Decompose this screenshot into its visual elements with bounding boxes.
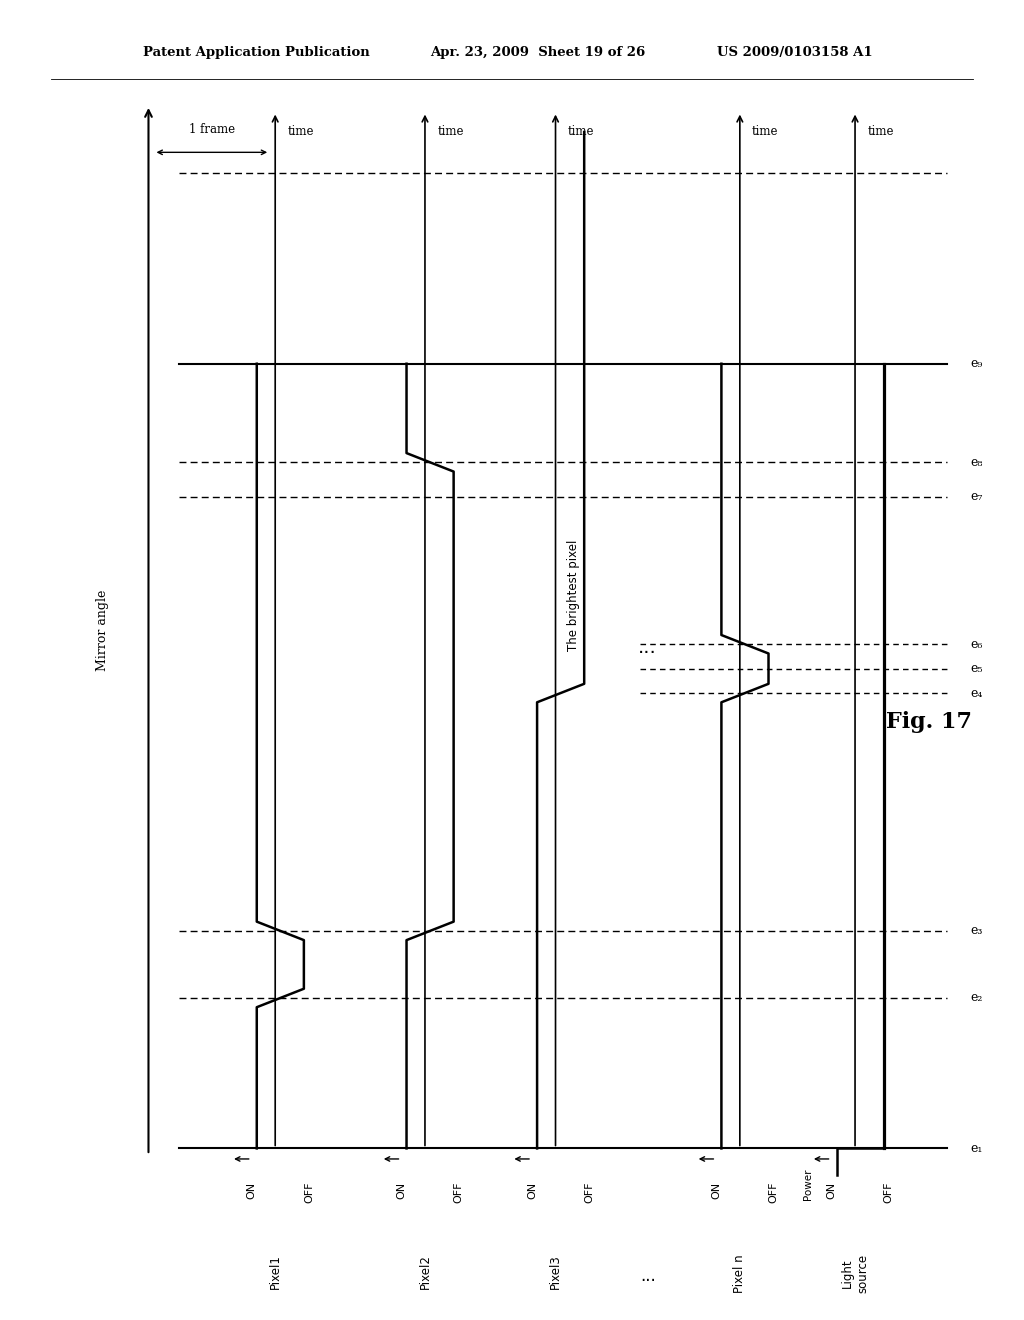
Text: e₈: e₈ [971, 455, 983, 469]
Text: Power: Power [803, 1168, 813, 1200]
Text: ON: ON [396, 1181, 407, 1199]
Text: time: time [437, 125, 464, 137]
Text: e₆: e₆ [971, 638, 983, 651]
Text: Pixel n: Pixel n [733, 1254, 746, 1292]
Text: ON: ON [712, 1181, 721, 1199]
Text: e₃: e₃ [971, 924, 983, 937]
Text: OFF: OFF [769, 1181, 778, 1203]
Text: Pixel2: Pixel2 [419, 1254, 431, 1288]
Text: OFF: OFF [585, 1181, 594, 1203]
Text: time: time [567, 125, 594, 137]
Text: Fig. 17: Fig. 17 [886, 710, 972, 733]
Text: e₇: e₇ [971, 491, 983, 503]
Text: ON: ON [527, 1181, 537, 1199]
Text: time: time [752, 125, 778, 137]
Text: ON: ON [826, 1181, 837, 1199]
Text: The brightest pixel: The brightest pixel [567, 540, 581, 651]
Text: e₁: e₁ [971, 1142, 983, 1155]
Text: OFF: OFF [304, 1181, 314, 1203]
Text: Apr. 23, 2009  Sheet 19 of 26: Apr. 23, 2009 Sheet 19 of 26 [430, 46, 645, 59]
Text: 1 frame: 1 frame [188, 124, 234, 136]
Text: time: time [867, 125, 894, 137]
Text: OFF: OFF [454, 1181, 464, 1203]
Text: e₉: e₉ [971, 358, 983, 370]
Text: e₄: e₄ [971, 686, 983, 700]
Text: e₅: e₅ [971, 663, 983, 675]
Text: e₂: e₂ [971, 991, 983, 1005]
Text: Pixel1: Pixel1 [268, 1254, 282, 1288]
Text: US 2009/0103158 A1: US 2009/0103158 A1 [717, 46, 872, 59]
Text: time: time [288, 125, 314, 137]
Text: Pixel3: Pixel3 [549, 1254, 562, 1288]
Text: Light
source: Light source [841, 1254, 869, 1294]
Text: ...: ... [640, 1267, 655, 1286]
Text: OFF: OFF [884, 1181, 894, 1203]
Text: ON: ON [247, 1181, 257, 1199]
Text: Patent Application Publication: Patent Application Publication [143, 46, 370, 59]
Text: ...: ... [638, 638, 657, 657]
Text: Mirror angle: Mirror angle [96, 589, 109, 671]
